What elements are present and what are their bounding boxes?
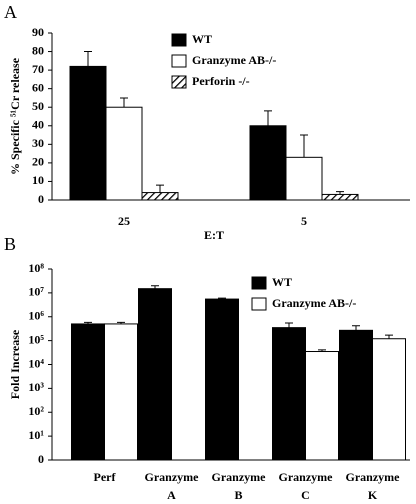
y-tick-label: 10³ (28, 380, 44, 394)
error-bar (336, 191, 344, 195)
error-bar (156, 184, 164, 193)
error-bar (151, 285, 159, 289)
y-tick-label: 10⁸ (28, 261, 44, 275)
y-tick-label: 10¹ (28, 428, 44, 442)
y-tick-label: 0 (38, 452, 44, 466)
y-tick-label: 30 (32, 136, 44, 150)
legend-label: Perforin -/- (192, 74, 250, 88)
x-tick-label: 25 (118, 214, 130, 228)
x-tick-label: Perf (94, 470, 117, 484)
bar (321, 193, 359, 201)
bar (105, 106, 143, 201)
x-axis-label: E:T (204, 228, 224, 242)
error-bar (285, 322, 293, 328)
y-tick-label: 10⁶ (28, 309, 44, 323)
x-tick-label: A (167, 488, 176, 502)
bar (305, 351, 339, 461)
bar (205, 298, 239, 461)
y-tick-label: 40 (32, 118, 44, 132)
bar (339, 329, 373, 461)
error-bar (117, 321, 125, 324)
y-tick-label: 10⁷ (28, 285, 44, 299)
legend-swatch (251, 297, 267, 311)
error-bar (120, 97, 128, 108)
bar (104, 323, 138, 461)
x-tick-label: C (301, 488, 310, 502)
panel-label: A (4, 2, 17, 22)
y-tick-label: 60 (32, 80, 44, 94)
legend-swatch (171, 33, 187, 47)
y-tick-label: 90 (32, 25, 44, 39)
bar (249, 125, 287, 201)
y-tick-label: 70 (32, 62, 44, 76)
bar (272, 327, 306, 461)
x-tick-label: Granzyme (279, 470, 334, 484)
legend-label: Granzyme AB-/- (272, 296, 356, 310)
error-bar (264, 110, 272, 126)
legend-label: WT (272, 275, 292, 289)
legend-swatch (171, 75, 187, 89)
x-tick-label: K (368, 488, 378, 502)
y-tick-label: 10⁴ (28, 356, 44, 370)
x-tick-label: Granzyme (212, 470, 267, 484)
x-tick-label: 5 (301, 214, 307, 228)
y-tick-label: 0 (38, 192, 44, 206)
x-tick-label: Granzyme (145, 470, 200, 484)
panel-label: B (4, 234, 16, 254)
y-tick-label: 10⁵ (28, 332, 44, 346)
bar (372, 338, 406, 461)
bar (138, 288, 172, 461)
y-tick-label: 10 (32, 173, 44, 187)
error-bar (84, 51, 92, 67)
error-bar (352, 325, 360, 331)
bar (69, 65, 107, 201)
y-axis-label: % Specific ⁵¹Cr release (8, 57, 22, 175)
error-bar (318, 349, 326, 352)
y-tick-label: 10² (28, 404, 44, 418)
y-tick-label: 20 (32, 155, 44, 169)
legend-swatch (251, 276, 267, 290)
bar (285, 156, 323, 201)
error-bar (218, 297, 226, 300)
x-tick-label: Granzyme (346, 470, 401, 484)
error-bar (385, 334, 393, 339)
bar (71, 323, 105, 461)
y-axis-label: Fold Increase (8, 329, 22, 399)
y-tick-label: 50 (32, 99, 44, 113)
error-bar (300, 134, 308, 158)
bar (141, 192, 179, 201)
legend-label: Granzyme AB-/- (192, 53, 276, 67)
error-bar (84, 321, 92, 324)
y-tick-label: 80 (32, 43, 44, 57)
legend-swatch (171, 54, 187, 68)
legend-label: WT (192, 32, 212, 46)
x-tick-label: B (234, 488, 242, 502)
